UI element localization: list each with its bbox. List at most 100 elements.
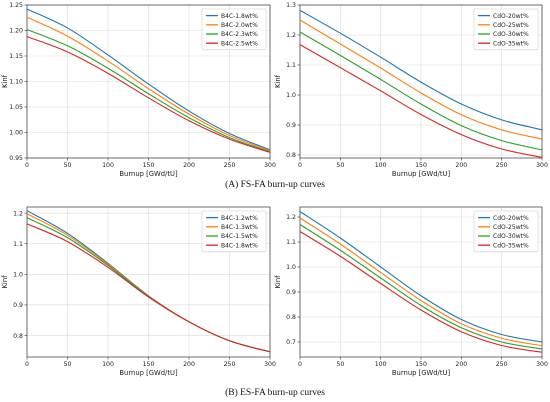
legend-label: CdO-35wt%: [493, 242, 529, 249]
x-tick-label: 50: [336, 361, 344, 368]
legend: CdO-20wt% CdO-25wt% CdO-30wt% CdO-35wt%: [473, 8, 539, 51]
legend-label: CdO-35wt%: [493, 40, 529, 47]
y-tick-label: 1.25: [9, 2, 23, 9]
x-tick-label: 100: [102, 361, 114, 368]
series-line-0: [299, 211, 543, 343]
x-tick-label: 300: [264, 162, 276, 169]
y-tick-label: 1.1: [286, 62, 296, 69]
series-line-2: [26, 28, 271, 153]
series-line-0: [26, 8, 271, 151]
x-tick-label: 50: [64, 361, 72, 368]
x-tick-label: 100: [375, 361, 387, 368]
x-tick-label: 200: [455, 361, 467, 368]
y-tick-label: 0.9: [13, 302, 23, 309]
y-tick-label: 1.3: [286, 2, 296, 9]
legend: CdO-20wt% CdO-25wt% CdO-30wt% CdO-35wt%: [473, 210, 539, 253]
legend-label: B4C-1.5wt%: [221, 233, 258, 240]
x-tick-label: 50: [64, 162, 72, 169]
x-tick-label: 250: [224, 162, 236, 169]
y-tick-label: 1.2: [286, 214, 296, 221]
series-line-2: [299, 31, 543, 151]
legend-label: CdO-25wt%: [493, 224, 529, 231]
y-tick-label: 0.9: [286, 289, 296, 296]
y-tick-label: 1.0: [13, 272, 23, 279]
x-tick-label: 200: [183, 162, 195, 169]
y-tick-label: 1.0: [286, 264, 296, 271]
chart-es-b4c: 0 50 100 150 200 250 300 0.8 0.9 1.0 1.1 1.2 Burnup …: [1, 206, 276, 377]
x-tick-label: 50: [336, 162, 344, 169]
y-tick-label: 1.0: [286, 92, 296, 99]
x-tick-label: 0: [298, 361, 302, 368]
x-axis-label: Burnup [GWd/tU]: [119, 369, 178, 377]
x-axis-label: Burnup [GWd/tU]: [392, 369, 451, 377]
x-tick-label: 100: [102, 162, 114, 169]
series-line-3: [299, 44, 543, 158]
legend-label: B4C-2.0wt%: [221, 22, 258, 29]
y-tick-label: 0.8: [13, 333, 23, 340]
plot-frame: [26, 206, 271, 358]
caption-es-fa: (B) ES-FA burn-up curves: [225, 388, 325, 398]
chart-fs-cdo: 0 50 100 150 200 250 300 0.8 0.9 1.0 1.1 1.2 1.3 Burn…: [274, 2, 548, 178]
y-tick-label: 1.20: [9, 28, 23, 35]
y-tick-label: 1.00: [9, 130, 23, 137]
x-tick-label: 250: [496, 361, 508, 368]
plot-frame: [299, 4, 543, 159]
x-tick-label: 150: [415, 361, 427, 368]
x-tick-label: 150: [143, 361, 155, 368]
legend-label: CdO-25wt%: [493, 22, 529, 29]
x-tick-label: 150: [415, 162, 427, 169]
x-axis-label: Burnup [GWd/tU]: [392, 170, 451, 178]
plot-frame: [299, 206, 543, 358]
y-tick-label: 1.10: [9, 79, 23, 86]
legend-box: [201, 8, 267, 51]
y-tick-label: 0.8: [286, 152, 296, 159]
y-tick-label: 1.1: [286, 239, 296, 246]
legend-label: CdO-20wt%: [493, 215, 529, 222]
series-line-1: [299, 19, 543, 140]
x-tick-label: 100: [375, 162, 387, 169]
series-line-3: [26, 36, 271, 153]
y-tick-label: 1.15: [9, 53, 23, 60]
chart-es-cdo: 0 50 100 150 200 250 300 0.7 0.8 0.9 1.0 1.1 1.2 Burn…: [274, 206, 548, 377]
y-tick-label: 1.05: [9, 104, 23, 111]
legend-label: CdO-30wt%: [493, 31, 529, 38]
plot-frame: [26, 4, 271, 159]
legend-label: B4C-1.8wt%: [221, 242, 258, 249]
x-tick-label: 250: [224, 361, 236, 368]
x-tick-label: 200: [183, 361, 195, 368]
series-line-1: [26, 16, 271, 152]
y-tick-label: 1.2: [13, 210, 23, 217]
series-line-1: [299, 217, 543, 347]
series-line-3: [26, 223, 271, 353]
legend: B4C-1.2wt% B4C-1.3wt% B4C-1.5wt% B4C-1.8wt%: [201, 210, 267, 253]
y-axis-label: Kinf: [274, 275, 282, 289]
caption-fs-fa: (A) FS-FA burn-up curves: [225, 180, 325, 190]
y-tick-label: 1.1: [13, 241, 23, 248]
series-line-2: [299, 224, 543, 350]
x-tick-label: 0: [298, 162, 302, 169]
y-tick-label: 0.7: [286, 339, 296, 346]
x-tick-label: 150: [143, 162, 155, 169]
legend-label: B4C-2.3wt%: [221, 31, 258, 38]
series-line-0: [299, 9, 543, 131]
y-tick-label: 0.8: [286, 314, 296, 321]
y-tick-label: 0.9: [286, 122, 296, 129]
y-tick-label: 0.95: [9, 155, 23, 162]
legend-label: B4C-1.2wt%: [221, 215, 258, 222]
x-tick-label: 0: [25, 361, 29, 368]
x-tick-label: 300: [536, 361, 548, 368]
x-axis-label: Burnup [GWd/tU]: [119, 170, 178, 178]
x-tick-label: 250: [496, 162, 508, 169]
y-axis-label: Kinf: [274, 74, 282, 88]
legend-label: B4C-1.8wt%: [221, 13, 258, 20]
chart-fs-b4c: 0 50 100 150 200 250 300 0.95 1.00 1.05 1.10 1.15 1.…: [1, 2, 276, 178]
legend: B4C-1.8wt% B4C-2.0wt% B4C-2.3wt% B4C-2.5wt%: [201, 8, 267, 51]
x-tick-label: 300: [264, 361, 276, 368]
x-tick-label: 200: [455, 162, 467, 169]
y-axis-label: Kinf: [1, 275, 9, 289]
y-axis-label: Kinf: [1, 74, 9, 88]
legend-box: [473, 210, 539, 253]
legend-box: [201, 210, 267, 253]
legend-label: B4C-1.3wt%: [221, 224, 258, 231]
